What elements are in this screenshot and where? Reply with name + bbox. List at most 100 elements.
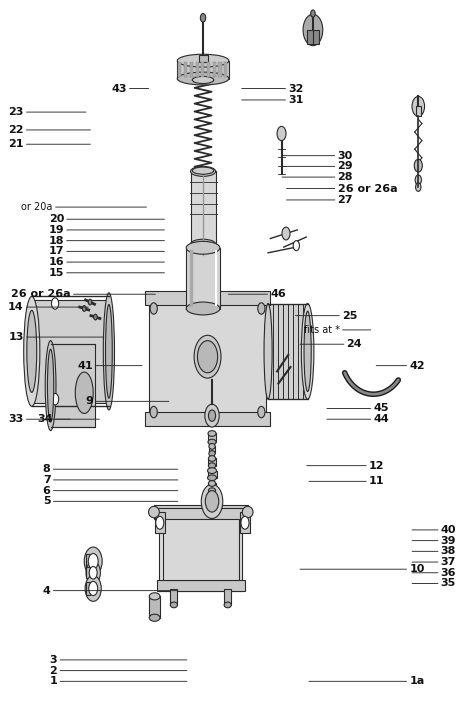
Text: 34: 34	[38, 414, 53, 424]
Bar	[184, 62, 187, 77]
Circle shape	[89, 566, 97, 579]
Circle shape	[150, 407, 157, 418]
Circle shape	[208, 410, 216, 422]
Text: 42: 42	[409, 361, 425, 371]
Circle shape	[200, 14, 206, 22]
Bar	[209, 447, 215, 453]
Ellipse shape	[149, 614, 160, 622]
Text: 6: 6	[43, 485, 51, 495]
Circle shape	[415, 175, 422, 185]
Ellipse shape	[197, 341, 218, 373]
Bar	[201, 62, 204, 77]
Bar	[178, 62, 182, 77]
Text: 26 or 26a: 26 or 26a	[338, 184, 397, 194]
Text: 25: 25	[342, 310, 357, 320]
Circle shape	[94, 314, 97, 320]
Text: 15: 15	[49, 267, 64, 277]
Circle shape	[88, 554, 98, 569]
Ellipse shape	[209, 444, 215, 450]
Ellipse shape	[190, 239, 216, 250]
Ellipse shape	[208, 467, 217, 473]
Ellipse shape	[302, 303, 314, 399]
Circle shape	[84, 547, 102, 576]
Text: 46: 46	[270, 289, 286, 299]
Ellipse shape	[149, 593, 160, 600]
Text: 37: 37	[441, 557, 456, 567]
Bar	[240, 512, 250, 533]
Ellipse shape	[190, 166, 216, 176]
Circle shape	[205, 404, 219, 427]
Ellipse shape	[304, 311, 311, 391]
Bar	[208, 483, 216, 490]
Text: 21: 21	[8, 139, 24, 149]
Ellipse shape	[75, 372, 93, 414]
Ellipse shape	[194, 336, 221, 378]
Bar	[32, 300, 109, 403]
Text: 31: 31	[288, 95, 303, 105]
Circle shape	[412, 96, 424, 116]
Bar	[177, 61, 229, 79]
Text: 1a: 1a	[409, 676, 424, 686]
Bar	[208, 470, 217, 478]
Bar	[85, 554, 90, 569]
Text: 3: 3	[50, 655, 57, 665]
Ellipse shape	[24, 296, 40, 407]
Text: 27: 27	[338, 195, 353, 205]
Text: 28: 28	[338, 172, 353, 182]
Circle shape	[277, 126, 286, 141]
Circle shape	[52, 394, 59, 405]
Ellipse shape	[103, 293, 114, 410]
Ellipse shape	[186, 302, 220, 315]
Bar	[155, 512, 165, 533]
Bar	[224, 62, 227, 77]
Bar	[85, 567, 90, 579]
Text: 32: 32	[288, 83, 303, 93]
Ellipse shape	[106, 305, 112, 398]
Ellipse shape	[177, 54, 229, 67]
Text: 43: 43	[111, 83, 127, 93]
Text: 40: 40	[441, 525, 456, 535]
Ellipse shape	[208, 440, 216, 445]
Bar	[154, 505, 248, 519]
Text: 12: 12	[369, 460, 385, 470]
Ellipse shape	[209, 451, 215, 456]
Bar	[145, 412, 270, 427]
Ellipse shape	[242, 506, 253, 518]
Bar	[224, 589, 231, 605]
Ellipse shape	[192, 77, 214, 83]
Ellipse shape	[149, 506, 159, 518]
Text: 33: 33	[8, 414, 24, 424]
Ellipse shape	[186, 242, 220, 255]
Circle shape	[86, 561, 100, 584]
Ellipse shape	[192, 167, 214, 174]
Bar	[163, 519, 239, 580]
Bar	[268, 303, 308, 399]
Circle shape	[258, 407, 265, 418]
Circle shape	[85, 576, 101, 602]
Bar	[196, 62, 199, 77]
Bar	[190, 171, 216, 244]
Ellipse shape	[45, 341, 56, 431]
Text: 39: 39	[441, 536, 456, 546]
Text: 26 or 26a: 26 or 26a	[11, 289, 71, 299]
Text: 14: 14	[8, 302, 24, 312]
Text: 4: 4	[43, 586, 51, 596]
Bar	[51, 344, 95, 427]
Text: 19: 19	[48, 225, 64, 235]
Bar	[208, 458, 216, 465]
Bar	[198, 55, 208, 62]
Bar	[145, 290, 270, 305]
Text: or 20a: or 20a	[22, 202, 53, 212]
Text: 17: 17	[49, 247, 64, 257]
Circle shape	[156, 516, 164, 529]
Circle shape	[293, 241, 300, 251]
Circle shape	[205, 490, 219, 512]
Circle shape	[241, 516, 249, 529]
Text: 5: 5	[43, 496, 51, 506]
Bar	[157, 580, 244, 591]
Circle shape	[310, 10, 315, 17]
Circle shape	[414, 159, 422, 172]
Bar	[149, 294, 266, 419]
Text: 20: 20	[49, 214, 64, 224]
Bar	[85, 582, 90, 595]
